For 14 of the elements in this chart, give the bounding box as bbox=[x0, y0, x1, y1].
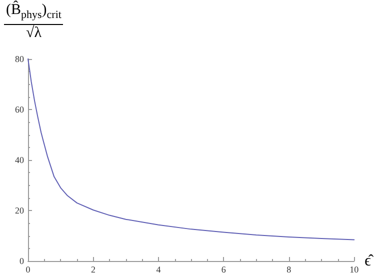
y-tick-label: 60 bbox=[15, 104, 24, 114]
x-tick-label: 8 bbox=[286, 264, 292, 274]
x-tick-label: 10 bbox=[350, 264, 360, 274]
x-tick-label: 4 bbox=[156, 264, 162, 274]
line-series bbox=[28, 58, 355, 240]
y-tick-label: 40 bbox=[15, 155, 24, 165]
x-axis-title: ϵ̂ bbox=[364, 252, 374, 270]
y-tick-label: 80 bbox=[15, 54, 24, 64]
y-axis-title: (B̂$_{phys}$)$_{crit}$ √λ bbox=[5, 2, 62, 42]
x-tick-label: 0 bbox=[26, 264, 31, 274]
x-tick-label: 6 bbox=[221, 264, 226, 274]
y-tick-label: 0 bbox=[20, 256, 24, 266]
x-tick-label: 2 bbox=[90, 264, 96, 274]
y-tick-label: 20 bbox=[15, 206, 24, 216]
